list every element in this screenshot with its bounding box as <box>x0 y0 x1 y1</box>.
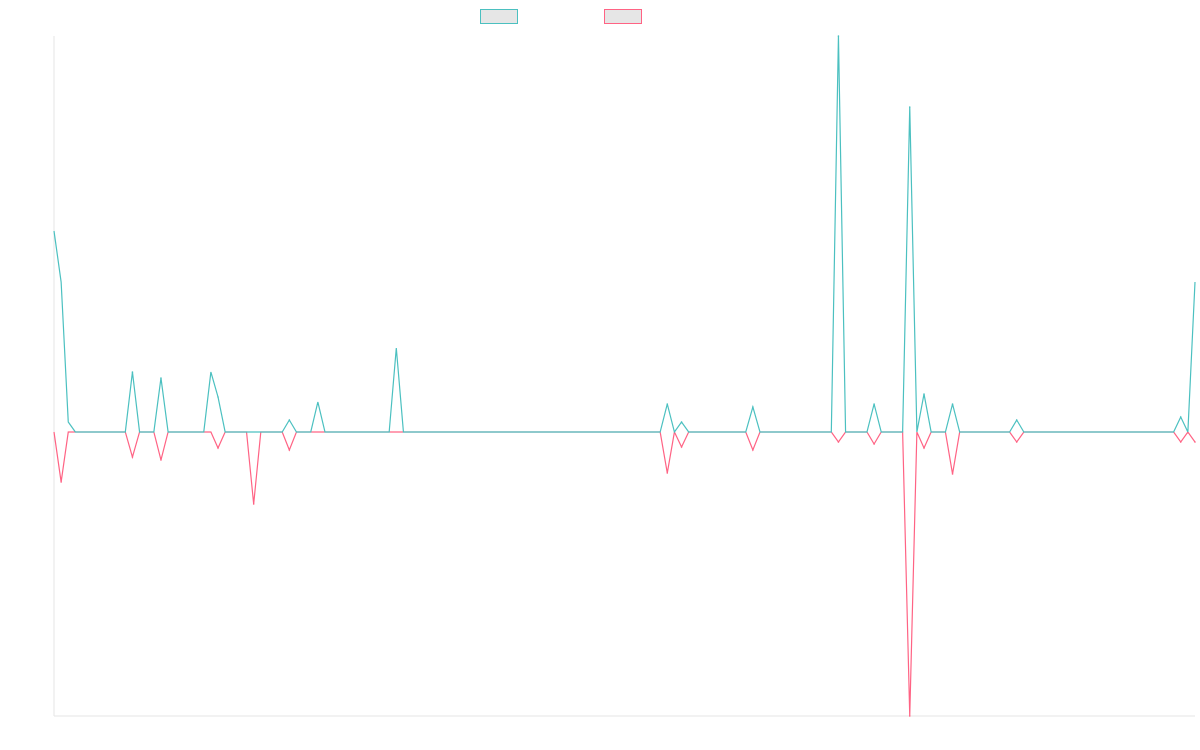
legend <box>0 9 1200 27</box>
series-b-point-9 <box>837 441 840 443</box>
series-a-line <box>53 35 1196 434</box>
series-a-point-7 <box>837 35 840 37</box>
series-b-point-13 <box>951 473 954 475</box>
series-b-point-3 <box>217 447 219 449</box>
series-b-point-12 <box>923 447 925 449</box>
legend-item-series-b[interactable] <box>604 9 648 24</box>
series-a-point-8 <box>873 403 875 405</box>
series-b-point-11 <box>908 715 911 717</box>
series-b-point-5 <box>288 449 291 451</box>
series-b-point-2 <box>160 459 162 461</box>
series-a-point-1 <box>160 377 162 379</box>
legend-swatch-series-b <box>604 9 642 24</box>
series-b-point-10 <box>873 443 875 445</box>
series-b-point-0 <box>60 481 62 483</box>
series-b-point-15 <box>1179 441 1182 443</box>
series-a-point-6 <box>752 406 754 408</box>
series-a-point-4 <box>666 403 669 405</box>
series-a-point-13 <box>1179 416 1182 418</box>
series-a-point-3 <box>288 419 291 421</box>
series-b-point-8 <box>752 449 754 451</box>
series-b-point-7 <box>680 446 683 448</box>
series-a-point-0 <box>131 371 134 373</box>
series-a-point-2 <box>217 396 219 398</box>
series-b-point-14 <box>1015 441 1018 443</box>
series-a-point-9 <box>908 106 911 108</box>
series-a-point-5 <box>680 421 683 423</box>
series-b-point-4 <box>252 503 255 505</box>
series-a-point-12 <box>1015 419 1018 421</box>
legend-item-series-a[interactable] <box>480 9 524 24</box>
series-a-point-10 <box>923 393 925 395</box>
series-a-point-11 <box>951 403 954 405</box>
series-b-line <box>53 430 1196 717</box>
series-b-point-16 <box>1194 441 1196 443</box>
series-b-point-1 <box>131 456 134 458</box>
series-b-point-6 <box>666 472 669 474</box>
legend-swatch-series-a <box>480 9 518 24</box>
